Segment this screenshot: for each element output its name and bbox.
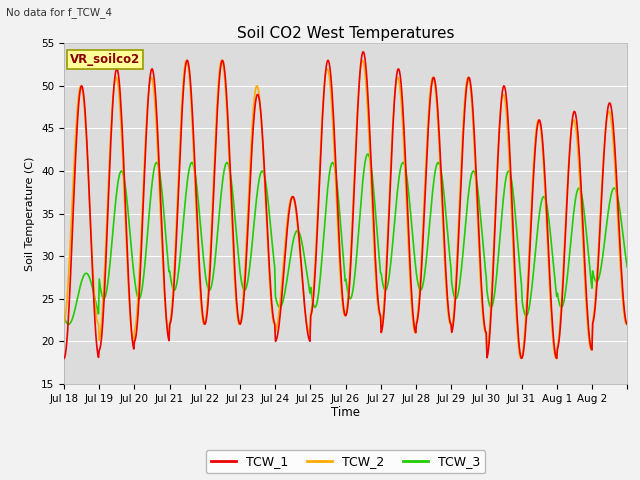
Line: TCW_1: TCW_1 (64, 52, 627, 359)
TCW_3 (259, 168, 266, 174)
TCW_2 (623, 321, 631, 326)
Text: VR_soilco2: VR_soilco2 (70, 53, 140, 66)
Text: No data for f_TCW_4: No data for f_TCW_4 (6, 7, 113, 18)
TCW_2 (280, 259, 287, 264)
TCW_1 (258, 119, 266, 124)
TCW_2 (60, 321, 68, 326)
TCW_1 (230, 245, 237, 251)
TCW_1 (279, 281, 287, 287)
TCW_2 (436, 160, 444, 166)
TCW_1 (436, 146, 444, 152)
TCW_3 (230, 207, 238, 213)
TCW_3 (437, 166, 445, 172)
Title: Soil CO2 West Temperatures: Soil CO2 West Temperatures (237, 25, 454, 41)
TCW_2 (183, 58, 191, 63)
TCW_1 (60, 356, 68, 361)
TCW_1 (404, 226, 412, 231)
TCW_1 (359, 49, 367, 55)
Y-axis label: Soil Temperature (C): Soil Temperature (C) (26, 156, 35, 271)
TCW_2 (552, 356, 560, 361)
TCW_2 (126, 312, 134, 318)
TCW_3 (65, 322, 72, 327)
TCW_2 (230, 274, 238, 279)
Line: TCW_2: TCW_2 (64, 60, 627, 359)
Line: TCW_3: TCW_3 (64, 154, 627, 324)
TCW_1 (126, 307, 134, 313)
TCW_3 (60, 313, 68, 319)
TCW_2 (259, 133, 266, 139)
TCW_3 (364, 151, 372, 157)
TCW_2 (404, 244, 412, 250)
TCW_3 (623, 264, 631, 270)
X-axis label: Time: Time (331, 407, 360, 420)
TCW_3 (405, 194, 413, 200)
TCW_1 (623, 322, 631, 327)
TCW_3 (280, 296, 287, 302)
Legend: TCW_1, TCW_2, TCW_3: TCW_1, TCW_2, TCW_3 (206, 450, 485, 473)
TCW_3 (127, 240, 134, 245)
